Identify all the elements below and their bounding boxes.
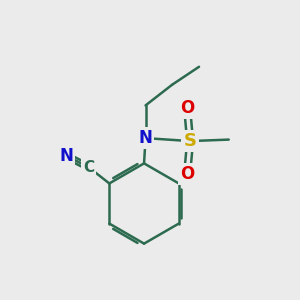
Text: N: N	[139, 129, 152, 147]
Text: C: C	[83, 160, 94, 175]
Text: O: O	[180, 165, 194, 183]
Text: N: N	[59, 147, 73, 165]
Text: S: S	[184, 132, 196, 150]
Text: O: O	[180, 99, 194, 117]
